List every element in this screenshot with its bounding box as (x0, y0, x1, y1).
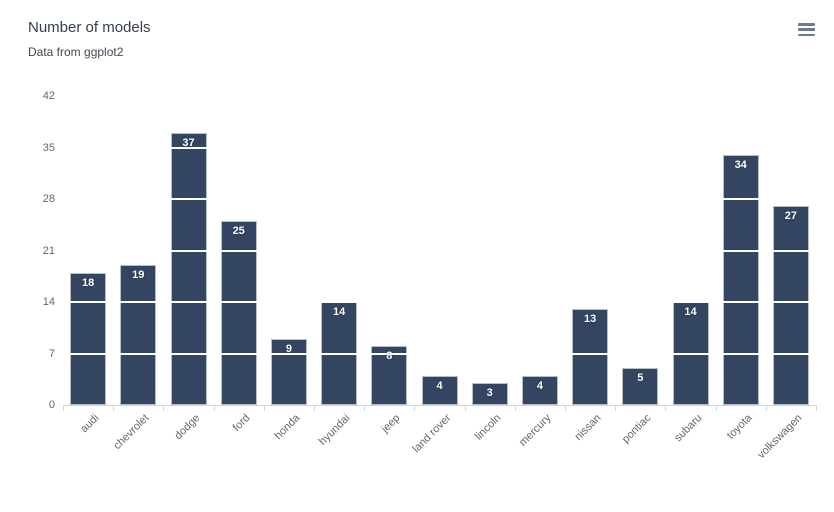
x-axis-tick (364, 405, 366, 411)
bar-pontiac[interactable] (622, 368, 659, 405)
y-axis-label-14: 14 (42, 296, 55, 308)
bar-nissan[interactable] (572, 309, 609, 405)
plot-area: 18 19 37 25 9 14 8 4 3 4 13 5 14 34 27 (63, 95, 816, 405)
bar-land-rover[interactable] (421, 375, 458, 405)
bar-ford[interactable] (220, 221, 257, 405)
x-axis-tick (514, 405, 516, 411)
y-axis-label-35: 35 (42, 141, 55, 154)
bar-chevrolet[interactable] (120, 265, 157, 405)
chart-title: Number of models (28, 19, 151, 36)
x-axis-tick (213, 405, 215, 411)
x-axis-label-land-rover: land rover (409, 412, 453, 456)
x-axis-tick (314, 405, 315, 411)
x-axis-label-jeep: jeep (379, 412, 403, 436)
bar-honda[interactable] (270, 338, 307, 405)
x-axis-tick (414, 405, 416, 411)
hamburger-menu-icon[interactable] (796, 21, 817, 38)
x-axis-tick (63, 405, 64, 411)
bar-mercury[interactable] (521, 375, 558, 405)
x-axis-label-dodge: dodge (171, 412, 202, 443)
bar-subaru[interactable] (672, 302, 709, 405)
x-axis-label-subaru: subaru (671, 412, 704, 445)
hamburger-line (798, 28, 815, 31)
x-axis-label-ford: ford (230, 412, 253, 434)
x-axis-label-volkswagen: volkswagen (755, 412, 805, 462)
bar-toyota[interactable] (722, 154, 759, 405)
bar-lincoln[interactable] (471, 382, 508, 405)
x-axis-label-nissan: nissan (572, 412, 604, 443)
x-axis-tick (816, 405, 817, 411)
x-axis-tick (565, 405, 566, 411)
y-axis-label-0: 0 (48, 399, 55, 411)
chart-subtitle: Data from ggplot2 (28, 45, 124, 59)
bar-jeep[interactable] (371, 346, 408, 405)
x-axis-tick (665, 405, 667, 411)
x-axis-tick (615, 405, 617, 411)
x-axis-tick (113, 405, 115, 411)
x-axis-label-toyota: toyota (724, 412, 755, 442)
bar-dodge[interactable] (170, 132, 207, 405)
gridline (63, 95, 816, 97)
hamburger-line (798, 33, 815, 36)
x-axis-label-hyundai: hyundai (316, 412, 353, 448)
y-axis-label-21: 21 (42, 244, 55, 257)
x-axis-tick (163, 405, 165, 411)
x-axis-tick (263, 405, 265, 411)
hamburger-line (798, 23, 815, 26)
x-axis-label-lincoln: lincoln (472, 412, 504, 443)
x-axis-label-pontiac: pontiac (620, 412, 654, 446)
bar-volkswagen[interactable] (772, 206, 809, 405)
x-axis-label-chevrolet: chevrolet (111, 412, 152, 453)
x-axis-tick (715, 405, 717, 411)
x-axis-tick (765, 405, 767, 411)
x-axis-label-honda: honda (272, 412, 303, 443)
x-axis-line (63, 405, 816, 406)
x-axis-label-mercury: mercury (516, 412, 554, 449)
bar-audi[interactable] (70, 272, 107, 405)
x-axis-label-audi: audi (78, 412, 102, 436)
y-axis-label-42: 42 (42, 90, 55, 102)
column-chart: Number of models Data from ggplot2 18 19 3… (28, 19, 817, 462)
y-axis-label-7: 7 (48, 347, 55, 360)
x-axis-tick (464, 405, 466, 411)
bar-hyundai[interactable] (321, 302, 358, 405)
y-axis-label-28: 28 (42, 193, 55, 205)
